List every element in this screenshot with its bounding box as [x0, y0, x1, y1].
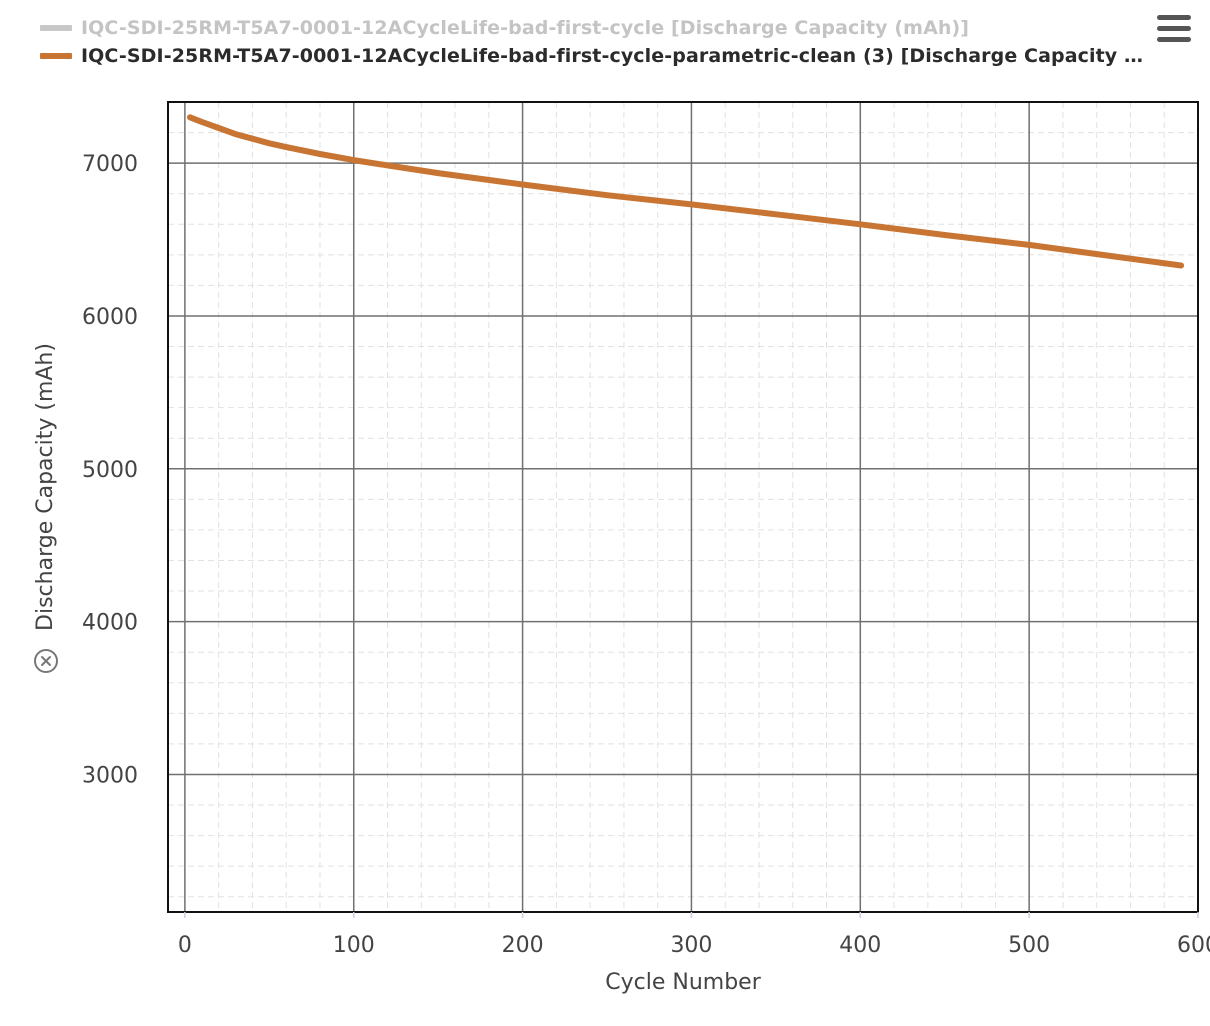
- x-tick-label: 500: [1008, 933, 1050, 958]
- x-axis-ticks: 0 100 200 300 400 500 600: [178, 912, 1210, 958]
- x-tick-label: 0: [178, 933, 192, 958]
- major-grid: [168, 102, 1199, 912]
- x-tick-label: 400: [839, 933, 881, 958]
- chart-menu-button[interactable]: [1155, 12, 1193, 46]
- y-tick-label: 4000: [82, 611, 138, 636]
- close-circle-icon[interactable]: [33, 648, 59, 674]
- x-axis-label: Cycle Number: [605, 970, 761, 995]
- x-tick-label: 300: [670, 933, 712, 958]
- series-layer: [187, 114, 1185, 269]
- y-tick-label: 6000: [82, 305, 138, 330]
- plot-frame: [167, 101, 1199, 913]
- y-axis-ticks: 3000 4000 5000 6000 7000: [82, 152, 138, 788]
- minor-grid: [168, 101, 1198, 912]
- hamburger-menu-bar: [1157, 37, 1191, 42]
- y-tick-label: 7000: [82, 152, 138, 177]
- hamburger-menu-icon: [1157, 15, 1191, 20]
- y-axis-label: Discharge Capacity (mAh): [33, 343, 58, 631]
- x-tick-label: 200: [502, 933, 544, 958]
- y-tick-label: 3000: [82, 763, 138, 788]
- x-tick-label: 600: [1177, 933, 1210, 958]
- legend-swatch-parametric: [40, 53, 72, 59]
- series-line-0[interactable]: [187, 114, 1185, 269]
- legend-item-raw-series[interactable]: IQC-SDI-25RM-T5A7-0001-12ACycleLife-bad-…: [40, 14, 1150, 42]
- legend-swatch-raw: [40, 25, 72, 31]
- y-tick-label: 5000: [82, 458, 138, 483]
- x-tick-label: 100: [333, 933, 375, 958]
- chart-legend: IQC-SDI-25RM-T5A7-0001-12ACycleLife-bad-…: [40, 14, 1150, 70]
- hamburger-menu-bar: [1157, 26, 1191, 31]
- legend-item-parametric-series[interactable]: IQC-SDI-25RM-T5A7-0001-12ACycleLife-bad-…: [40, 42, 1150, 70]
